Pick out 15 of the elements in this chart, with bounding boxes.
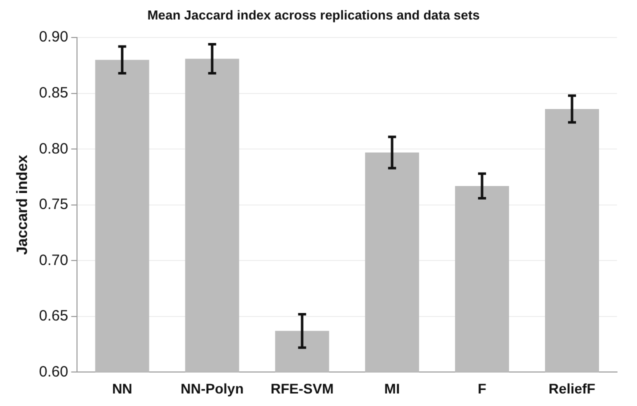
y-tick-label: 0.80 [38, 140, 68, 158]
x-tick-label: NN [112, 380, 132, 396]
x-tick-label: ReliefF [548, 380, 596, 396]
y-tick-label: 0.75 [38, 196, 68, 214]
y-tick-label: 0.70 [38, 252, 68, 269]
x-tick-label: MI [384, 380, 400, 396]
x-tick-label: RFE-SVM [270, 380, 334, 396]
x-tick-label: F [478, 380, 487, 396]
y-tick-label: 0.90 [38, 28, 68, 46]
y-tick-label: 0.65 [38, 308, 68, 325]
x-tick-label: NN-Polyn [180, 380, 244, 396]
y-tick-label: 0.85 [38, 84, 68, 102]
chart-title: Mean Jaccard index across replications and data sets [147, 7, 480, 22]
y-axis-title: Jaccard index [14, 154, 32, 255]
y-tick-label: 0.60 [38, 363, 68, 380]
